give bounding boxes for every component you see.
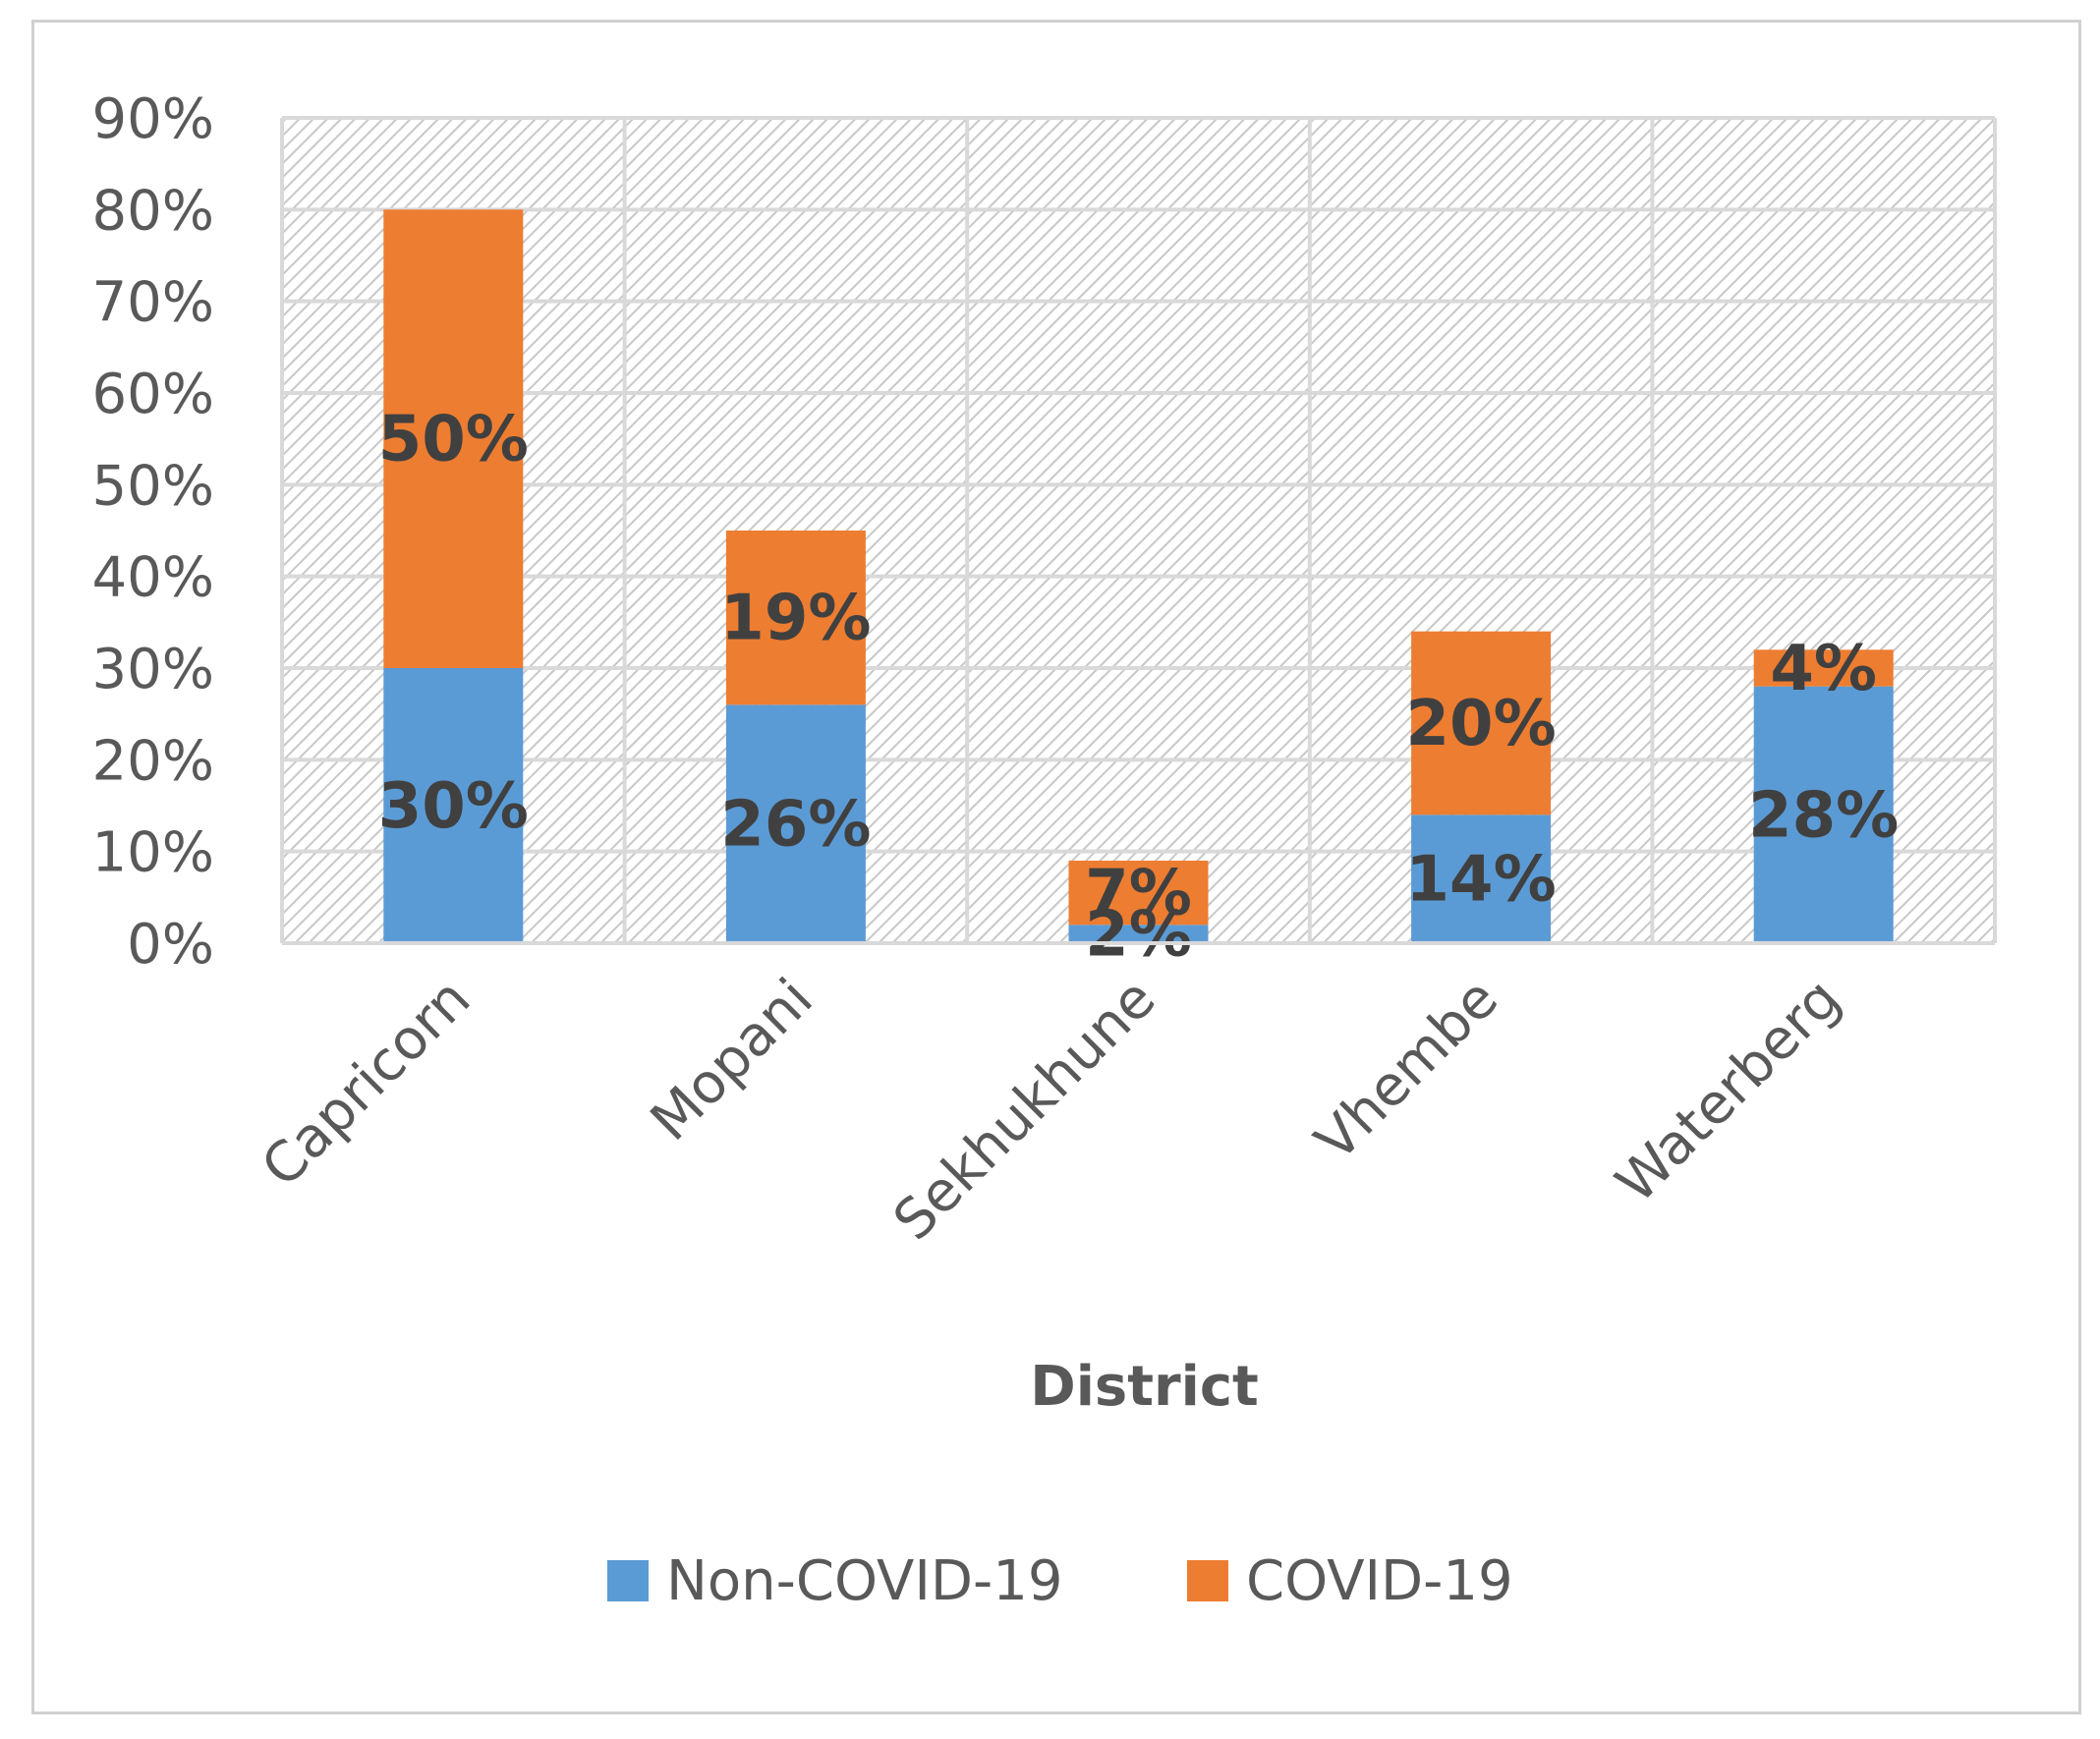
data-label: 4% [1770,633,1877,705]
data-labels: 30% 50% 26% 19% 2%7% 14% 20% 28% 4% [378,404,1900,972]
y-tick-label: 10% [92,821,214,885]
x-tick-label: Capricorn [250,967,482,1200]
x-tick-label: Sekhukhune [881,967,1167,1253]
x-tick-label: Mopani [639,967,825,1153]
data-label: 50% [378,404,529,477]
legend-swatch [1187,1560,1228,1601]
bar-non-covid-19-capricorn [383,668,524,943]
data-label: 30% [378,770,529,843]
y-tick-label: 20% [92,729,214,793]
x-tick-label: Waterberg [1604,967,1852,1215]
x-tick-label: Vhembe [1303,967,1510,1174]
y-tick-label: 70% [92,271,214,335]
bars [383,209,1894,943]
bar-covid-19-mopani [725,531,866,705]
data-label: 20% [1406,688,1557,760]
bar-covid-19-capricorn [383,209,524,669]
y-tick-label: 30% [92,638,214,701]
legend: Non-COVID-19 COVID-19 [607,1549,1513,1613]
data-label: 7% [1085,858,1192,930]
legend-swatch [607,1560,649,1601]
bar-covid-19-sekhukhune [1068,861,1209,926]
bar-non-covid-19-sekhukhune [1068,925,1209,943]
data-label: 14% [1406,844,1557,917]
y-tick-label: 50% [92,454,214,518]
legend-label: COVID-19 [1246,1549,1513,1613]
bar-covid-19-waterberg [1753,649,1894,687]
y-tick-label: 40% [92,546,214,610]
bar-non-covid-19-mopani [725,704,866,943]
y-tick-label: 60% [92,363,214,426]
bar-covid-19-vhembe [1411,631,1552,815]
bar-non-covid-19-vhembe [1411,814,1552,943]
data-label: 19% [720,583,871,655]
data-label: 2% [1085,899,1192,972]
y-tick-label: 90% [92,87,214,151]
legend-label: Non-COVID-19 [666,1549,1062,1613]
plot-area [282,118,1995,943]
y-tick-label: 0% [127,913,214,977]
data-label: 28% [1748,779,1899,852]
y-tick-label: 80% [92,179,214,243]
data-label: 26% [720,789,871,862]
bar-non-covid-19-waterberg [1753,686,1894,943]
x-axis-title: District [1030,1355,1259,1419]
